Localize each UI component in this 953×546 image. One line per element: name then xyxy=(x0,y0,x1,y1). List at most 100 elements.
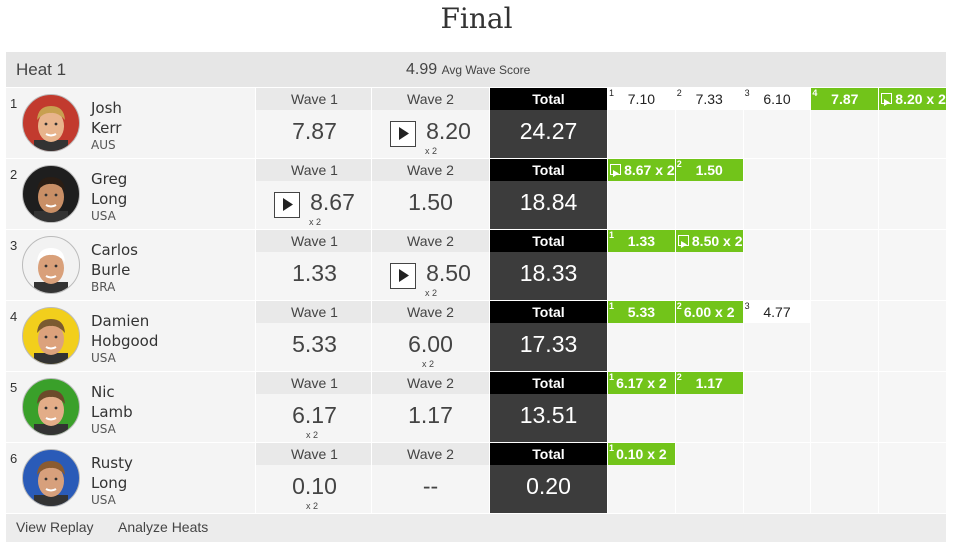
wave-slot: 2 1.17 xyxy=(674,372,743,442)
wave-slot xyxy=(810,372,879,442)
wave-score: -- xyxy=(422,473,439,499)
surfer-row: 4 Damien Hobgood USA Wave 1 5.33 Wave 2 6.00 x … xyxy=(6,301,946,371)
wave-score: 8.67 xyxy=(310,189,355,215)
surfer-name: Carlos Burle BRA xyxy=(91,240,138,295)
heat-name: Heat 1 xyxy=(16,60,67,79)
rank: 3 xyxy=(10,238,18,253)
rank: 6 xyxy=(10,451,18,466)
wave-tile-score: 6.10 xyxy=(763,91,791,107)
wave-tile: 2 1.17 xyxy=(675,372,743,394)
country: USA xyxy=(91,422,116,436)
wave-slot: 2 1.50 xyxy=(674,159,743,229)
total-label: Total xyxy=(490,443,607,465)
tile-replay-icon[interactable] xyxy=(610,164,621,178)
multiplier: x 2 xyxy=(306,430,319,440)
wave-number: 2 xyxy=(676,88,682,98)
total-score: 18.84 xyxy=(519,189,578,215)
tile-replay-icon[interactable] xyxy=(677,235,689,249)
wave-slot xyxy=(878,443,946,513)
wave-tile: 1 0.10 x 2 xyxy=(608,443,675,465)
wave-slot: 1 5.33 xyxy=(607,301,675,371)
tile-replay-icon[interactable] xyxy=(881,93,893,107)
wave-cell: Wave 1 7.87 xyxy=(255,88,373,158)
play-icon[interactable] xyxy=(882,98,891,107)
total-cell: Total 0.20 xyxy=(489,443,607,513)
wave-tile: 1 1.33 xyxy=(608,230,675,252)
wave-tile-score: 1.33 xyxy=(627,233,656,249)
last-name: Burle xyxy=(91,261,131,279)
analyze-heats-link[interactable]: Analyze Heats xyxy=(118,519,209,535)
heat-bar: Heat 1 4.99 Avg Wave Score xyxy=(6,52,946,87)
wave-slot: 3 4.77 xyxy=(742,301,811,371)
avatar xyxy=(22,236,80,294)
avatar xyxy=(22,378,80,436)
wave-slot xyxy=(810,230,879,300)
surfer-name: Josh Kerr AUS xyxy=(91,98,122,153)
wave-number: 1 xyxy=(609,230,615,240)
wave-number: 1 xyxy=(609,88,615,98)
wave-tile: 1 7.10 xyxy=(608,88,675,110)
multiplier: x 2 xyxy=(306,501,319,511)
view-replay-link[interactable]: View Replay xyxy=(16,519,94,535)
wave-tile-score: 7.33 xyxy=(695,91,723,107)
wave-label: Wave 2 xyxy=(372,301,489,323)
wave-slot: 1 1.33 xyxy=(607,230,675,300)
play-icon[interactable] xyxy=(679,240,688,249)
surfer-row: 5 Nic Lamb USA Wave 1 6.17 x 2 Wave 2 1.17 Total… xyxy=(6,372,946,442)
total-cell: Total 13.51 xyxy=(489,372,607,442)
total-score: 0.20 xyxy=(526,473,571,499)
wave-slot: 3 6.10 xyxy=(742,88,811,158)
wave-score: 6.17 xyxy=(292,402,337,428)
wave-score: 8.50 xyxy=(426,260,471,286)
surfer-row: 2 Greg Long USA Wave 1 8.67 x 2 Wave 2 1.50 Tota… xyxy=(6,159,946,229)
first-name: Rusty xyxy=(91,454,133,472)
rank: 4 xyxy=(10,309,18,324)
total-label: Total xyxy=(490,301,607,323)
wave-label: Wave 1 xyxy=(256,88,373,110)
wave-tile: 2 1.50 xyxy=(675,159,743,181)
wave-number: 3 xyxy=(744,301,750,311)
wave-label: Wave 1 xyxy=(256,443,373,465)
wave-slot xyxy=(674,443,743,513)
play-icon[interactable] xyxy=(611,169,620,178)
play-icon[interactable] xyxy=(391,122,414,145)
wave-slot: 2 6.00 x 2 xyxy=(674,301,743,371)
surfer-name: Nic Lamb USA xyxy=(91,382,133,437)
first-name: Nic xyxy=(91,383,115,401)
wave-label: Wave 2 xyxy=(372,372,489,394)
wave-slot xyxy=(742,230,811,300)
wave-number: 3 xyxy=(744,88,750,98)
wave-slot xyxy=(742,159,811,229)
wave-cell: Wave 1 8.67 x 2 xyxy=(255,159,373,229)
rank: 1 xyxy=(10,96,18,111)
wave-score: 6.00 xyxy=(408,331,453,357)
wave-tile-score: 1.17 xyxy=(695,375,723,391)
wave-tile-score: 4.77 xyxy=(763,304,791,320)
wave-tile-score: 7.87 xyxy=(831,91,859,107)
wave-score: 1.17 xyxy=(408,402,453,428)
last-name: Long xyxy=(91,190,128,208)
wave-slot xyxy=(878,372,946,442)
play-icon[interactable] xyxy=(391,264,414,287)
wave-tile-score: 6.00 x 2 xyxy=(683,304,735,320)
replay-button[interactable] xyxy=(390,263,416,289)
wave-tile: 8.67 x 2 xyxy=(608,159,675,181)
wave-label: Wave 1 xyxy=(256,301,373,323)
play-icon[interactable] xyxy=(275,193,298,216)
wave-tile: 2 6.00 x 2 xyxy=(675,301,743,323)
country: USA xyxy=(91,351,116,365)
total-label: Total xyxy=(490,159,607,181)
total-cell: Total 18.84 xyxy=(489,159,607,229)
wave-tile-score: 7.10 xyxy=(627,91,656,107)
avg-score: 4.99 xyxy=(406,61,438,78)
page-title: Final xyxy=(440,2,513,35)
replay-button[interactable] xyxy=(390,121,416,147)
avg-score-box: 4.99 Avg Wave Score xyxy=(406,61,530,79)
surfer-info: 6 Rusty Long USA xyxy=(6,443,255,513)
wave-slot xyxy=(810,159,879,229)
replay-button[interactable] xyxy=(274,192,300,218)
wave-slot xyxy=(878,230,946,300)
wave-tile: 3 4.77 xyxy=(743,301,811,323)
wave-tile: 2 7.33 xyxy=(675,88,743,110)
